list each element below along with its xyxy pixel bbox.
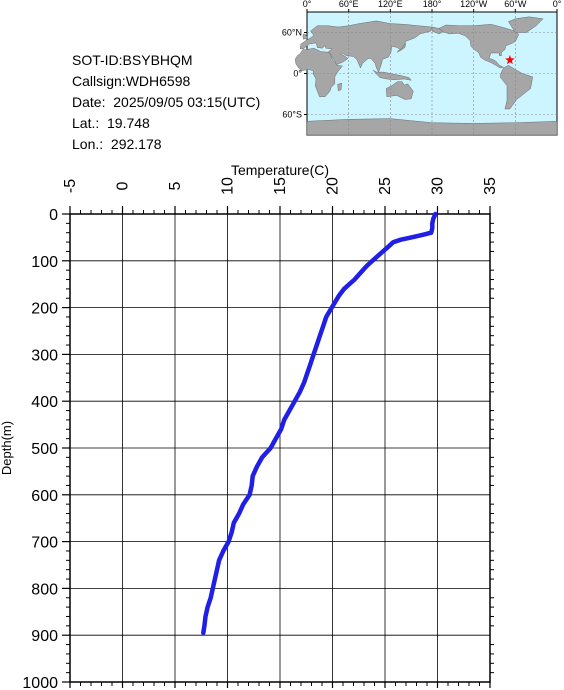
longitude-label: Lon.: 292.178 xyxy=(72,136,162,152)
map-lat-label: 60°N xyxy=(282,28,302,38)
y-tick-label: 700 xyxy=(31,535,58,552)
map-landmass xyxy=(499,65,533,110)
y-tick-label: 200 xyxy=(31,301,58,318)
y-axis-label: Depth(m) xyxy=(0,421,14,475)
map-lon-label: 60°E xyxy=(339,0,359,9)
map-land xyxy=(294,16,558,136)
chart-ticks xyxy=(62,206,494,688)
location-marker-icon xyxy=(505,55,515,65)
map-lon-label: 60°W xyxy=(504,0,527,9)
x-tick-label: 35 xyxy=(482,177,499,195)
y-tick-label: 900 xyxy=(31,628,58,645)
x-tick-label: 5 xyxy=(167,181,184,190)
y-tick-label: 500 xyxy=(31,441,58,458)
x-tick-labels: -5 0 5 10 15 20 25 30 35 xyxy=(62,177,499,195)
x-axis-label: Temperature(C) xyxy=(231,162,329,178)
map-landmass xyxy=(385,81,414,100)
y-tick-label: 100 xyxy=(31,254,58,271)
x-tick-label: 25 xyxy=(377,177,394,195)
latitude-label: Lat.: 19.748 xyxy=(72,115,150,131)
x-tick-label: 20 xyxy=(325,177,342,195)
y-tick-label: 300 xyxy=(31,347,58,364)
map-landmass xyxy=(337,82,342,91)
y-tick-label: 0 xyxy=(49,207,58,224)
location-map: 0° 60°E 120°E 180° 120°W 60°W 0° 60°N 0° 60°S xyxy=(282,0,562,136)
map-landmass xyxy=(372,69,412,81)
map-lat-label: 60°S xyxy=(282,110,302,120)
y-tick-label: 1000 xyxy=(22,675,58,690)
sot-id-label: SOT-ID:BSYBHQM xyxy=(72,52,193,68)
callsign-label: Callsign:WDH6598 xyxy=(72,73,191,89)
map-landmass xyxy=(396,42,406,53)
x-tick-label: 10 xyxy=(220,177,237,195)
map-lon-label: 120°W xyxy=(460,0,488,9)
chart-grid xyxy=(70,214,490,682)
x-tick-label: 30 xyxy=(430,177,447,195)
map-lon-label: 0° xyxy=(303,0,312,9)
map-landmass xyxy=(302,33,309,40)
map-landmass xyxy=(306,118,558,136)
map-lon-label: 180° xyxy=(423,0,442,9)
x-tick-label: -5 xyxy=(62,179,79,193)
map-landmass xyxy=(294,47,343,97)
temperature-profile-line xyxy=(201,211,438,636)
y-tick-label: 800 xyxy=(31,581,58,598)
y-tick-label: 400 xyxy=(31,394,58,411)
map-graticule xyxy=(304,9,558,135)
map-lon-label: 120°E xyxy=(378,0,403,9)
y-tick-labels: 0 100 200 300 400 500 600 700 800 900 1000 xyxy=(22,207,58,690)
map-landmass xyxy=(431,26,444,35)
float-info: SOT-ID:BSYBHQM Callsign:WDH6598 Date: 20… xyxy=(72,50,260,155)
y-tick-label: 600 xyxy=(31,488,58,505)
map-labels: 0° 60°E 120°E 180° 120°W 60°W 0° 60°N 0° 60°S xyxy=(282,0,562,120)
map-lon-label: 0° xyxy=(553,0,562,9)
map-lat-label: 0° xyxy=(293,69,302,79)
x-tick-label: 15 xyxy=(272,177,289,195)
x-tick-label: 0 xyxy=(115,181,132,190)
map-landmass xyxy=(508,16,544,33)
series-group xyxy=(201,211,438,636)
date-label: Date: 2025/09/05 03:15(UTC) xyxy=(72,94,261,110)
plot-frame xyxy=(69,213,491,683)
